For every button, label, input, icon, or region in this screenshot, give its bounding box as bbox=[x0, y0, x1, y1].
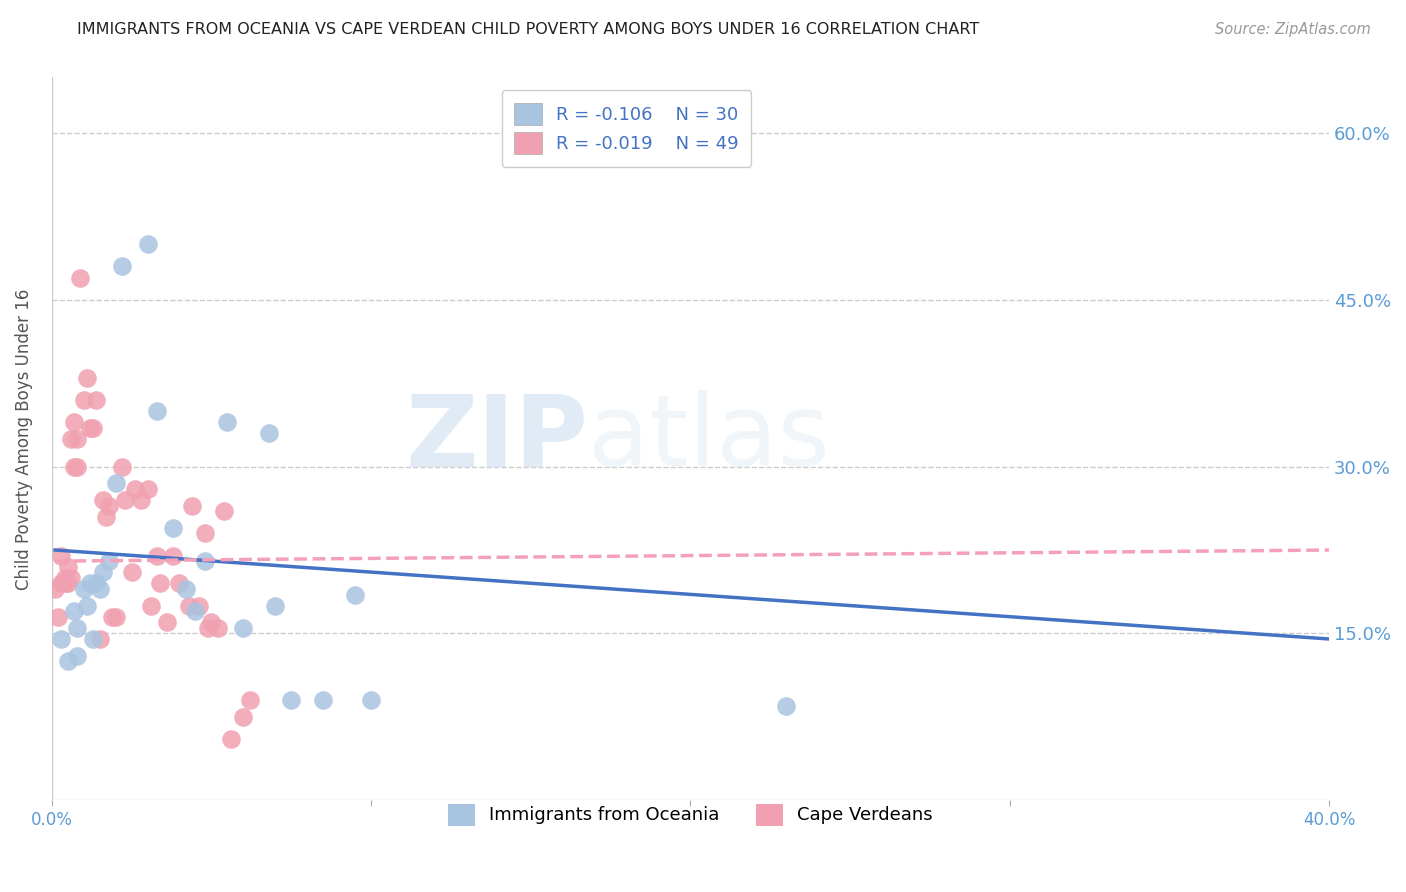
Point bbox=[56, 654, 79, 668]
Point bbox=[94, 509, 117, 524]
Point bbox=[129, 493, 152, 508]
Point bbox=[59, 432, 82, 446]
Legend: Immigrants from Oceania, Cape Verdeans: Immigrants from Oceania, Cape Verdeans bbox=[439, 795, 942, 835]
Point bbox=[146, 549, 169, 563]
Point bbox=[63, 604, 86, 618]
Point bbox=[187, 599, 209, 613]
Point bbox=[174, 582, 197, 596]
Point bbox=[86, 392, 108, 407]
Point bbox=[124, 482, 146, 496]
Point bbox=[111, 459, 134, 474]
Point bbox=[44, 582, 66, 596]
Point bbox=[194, 554, 217, 568]
Point bbox=[66, 621, 89, 635]
Point bbox=[219, 732, 242, 747]
Point bbox=[73, 582, 96, 596]
Point bbox=[312, 693, 335, 707]
Point bbox=[344, 587, 367, 601]
Point bbox=[51, 632, 73, 646]
Point bbox=[59, 571, 82, 585]
Point bbox=[104, 609, 127, 624]
Point bbox=[257, 426, 280, 441]
Point bbox=[136, 482, 159, 496]
Point bbox=[89, 632, 111, 646]
Point bbox=[76, 370, 98, 384]
Point bbox=[53, 576, 76, 591]
Point bbox=[139, 599, 162, 613]
Point bbox=[207, 621, 229, 635]
Point bbox=[66, 459, 89, 474]
Point bbox=[162, 549, 184, 563]
Point bbox=[86, 576, 108, 591]
Point bbox=[101, 609, 124, 624]
Point bbox=[82, 420, 104, 434]
Point bbox=[136, 237, 159, 252]
Point bbox=[217, 415, 239, 429]
Point bbox=[121, 566, 143, 580]
Point bbox=[73, 392, 96, 407]
Point bbox=[66, 648, 89, 663]
Text: IMMIGRANTS FROM OCEANIA VS CAPE VERDEAN CHILD POVERTY AMONG BOYS UNDER 16 CORREL: IMMIGRANTS FROM OCEANIA VS CAPE VERDEAN … bbox=[77, 22, 980, 37]
Point bbox=[91, 493, 114, 508]
Point bbox=[46, 609, 69, 624]
Point bbox=[104, 476, 127, 491]
Point bbox=[82, 632, 104, 646]
Point bbox=[360, 693, 382, 707]
Text: ZIP: ZIP bbox=[405, 391, 588, 487]
Point bbox=[56, 576, 79, 591]
Point bbox=[232, 621, 254, 635]
Point bbox=[212, 504, 235, 518]
Point bbox=[111, 260, 134, 274]
Point bbox=[63, 415, 86, 429]
Point bbox=[200, 615, 222, 630]
Point bbox=[53, 571, 76, 585]
Point bbox=[63, 459, 86, 474]
Point bbox=[91, 566, 114, 580]
Point bbox=[194, 526, 217, 541]
Point bbox=[232, 710, 254, 724]
Point bbox=[76, 599, 98, 613]
Point bbox=[51, 549, 73, 563]
Point bbox=[156, 615, 179, 630]
Point bbox=[162, 521, 184, 535]
Point bbox=[79, 576, 101, 591]
Point bbox=[197, 621, 219, 635]
Point bbox=[149, 576, 172, 591]
Point bbox=[264, 599, 287, 613]
Point bbox=[89, 582, 111, 596]
Point bbox=[66, 432, 89, 446]
Point bbox=[239, 693, 262, 707]
Text: atlas: atlas bbox=[588, 391, 830, 487]
Point bbox=[280, 693, 302, 707]
Point bbox=[56, 559, 79, 574]
Point bbox=[69, 270, 91, 285]
Point bbox=[98, 554, 121, 568]
Point bbox=[181, 499, 204, 513]
Point bbox=[169, 576, 191, 591]
Point bbox=[114, 493, 136, 508]
Point bbox=[79, 420, 101, 434]
Point bbox=[184, 604, 207, 618]
Point bbox=[177, 599, 200, 613]
Point bbox=[51, 576, 73, 591]
Point bbox=[98, 499, 121, 513]
Point bbox=[775, 698, 797, 713]
Y-axis label: Child Poverty Among Boys Under 16: Child Poverty Among Boys Under 16 bbox=[15, 288, 32, 590]
Text: Source: ZipAtlas.com: Source: ZipAtlas.com bbox=[1215, 22, 1371, 37]
Point bbox=[146, 404, 169, 418]
